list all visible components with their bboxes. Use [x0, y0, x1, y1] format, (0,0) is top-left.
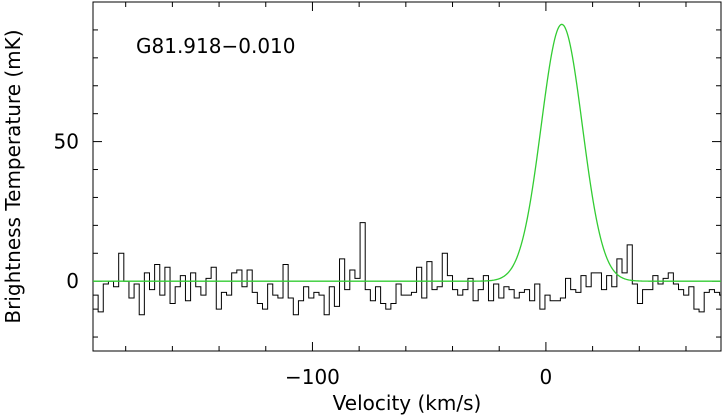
y-axis-label: Brightness Temperature (mK): [1, 29, 25, 323]
y-tick-labels: 0 50: [54, 130, 79, 294]
plot-area: [92, 1, 722, 352]
gaussian-fit-line: [93, 23, 721, 282]
series-layer: [93, 23, 721, 316]
plot-frame: [92, 1, 722, 352]
histogram-line: [93, 222, 721, 316]
gaussian-fit-series: [93, 23, 721, 282]
x-tick-label: −100: [285, 365, 340, 389]
y-tick-label: 50: [54, 130, 79, 154]
x-tick-label: 0: [540, 365, 553, 389]
axis-ticks: [93, 1, 721, 351]
x-axis-label: Velocity (km/s): [333, 391, 482, 415]
source-annotation: G81.918−0.010: [136, 34, 296, 58]
histogram-series: [93, 222, 721, 316]
y-tick-label: 0: [66, 269, 79, 293]
x-tick-labels: −100 0: [285, 365, 552, 389]
